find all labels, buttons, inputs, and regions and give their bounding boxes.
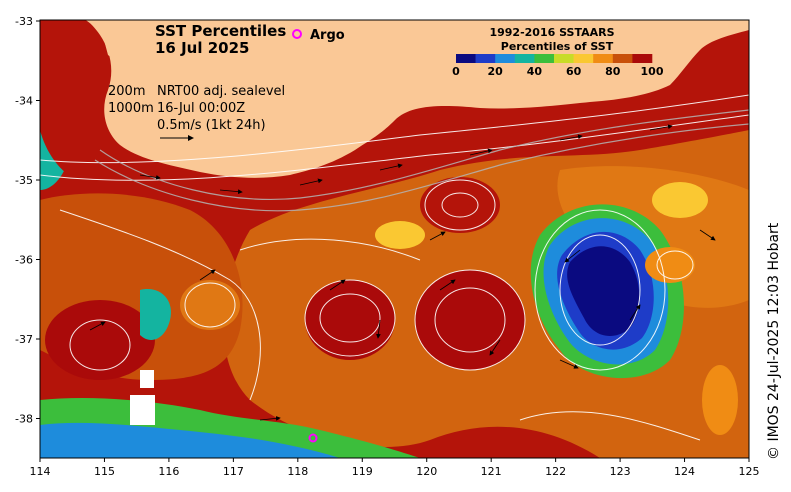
plot-frame xyxy=(39,19,750,459)
contour-depth-1000: 1000m xyxy=(108,101,154,116)
legend-title: 1992-2016 SSTAARS xyxy=(489,26,614,39)
legend-tick-label: 20 xyxy=(488,65,504,78)
colour-scale-ticks: 0 20 40 60 80 100 xyxy=(452,65,664,78)
y-tick-label: -38 xyxy=(15,413,33,426)
sealevel-source: NRT00 adj. sealevel xyxy=(157,84,285,99)
x-tick-label: 117 xyxy=(223,465,244,478)
x-tick-label: 114 xyxy=(30,465,51,478)
y-tick-label: -33 xyxy=(15,15,33,28)
argo-marker-icon xyxy=(292,29,302,39)
legend-tick-label: 40 xyxy=(527,65,543,78)
x-tick-label: 125 xyxy=(739,465,760,478)
legend-swatch xyxy=(514,54,535,63)
legend-swatch xyxy=(554,54,574,63)
x-tick-label: 119 xyxy=(352,465,373,478)
legend-swatch xyxy=(612,54,633,63)
x-tick-label: 115 xyxy=(94,465,115,478)
legend-tick-label: 0 xyxy=(452,65,460,78)
legend-tick-label: 80 xyxy=(605,65,621,78)
x-axis-ticks: 114 115 116 117 118 119 120 121 122 123 124 125 xyxy=(30,458,760,478)
legend-swatch xyxy=(632,54,653,63)
legend-swatch xyxy=(593,54,614,63)
x-tick-label: 120 xyxy=(416,465,437,478)
sst-field xyxy=(40,20,749,458)
legend-swatch xyxy=(573,54,594,63)
colour-scale-bar xyxy=(456,54,653,63)
y-tick-label: -36 xyxy=(15,254,33,267)
x-tick-label: 123 xyxy=(610,465,631,478)
map-title: SST Percentiles xyxy=(155,22,286,40)
y-axis-ticks: -33 -34 -35 -36 -37 -38 xyxy=(15,15,40,426)
y-tick-label: -37 xyxy=(15,333,33,346)
legend-swatch xyxy=(456,54,476,63)
map-date: 16 Jul 2025 xyxy=(155,39,249,57)
legend-swatch xyxy=(475,54,496,63)
sealevel-time: 16-Jul 00:00Z xyxy=(157,101,245,116)
legend-subtitle: Percentiles of SST xyxy=(501,40,614,53)
velocity-scale-label: 0.5m/s (1kt 24h) xyxy=(157,118,266,133)
argo-label: Argo xyxy=(310,28,345,43)
legend-tick-label: 60 xyxy=(566,65,582,78)
x-tick-label: 122 xyxy=(545,465,566,478)
legend-swatch xyxy=(495,54,516,63)
x-tick-label: 118 xyxy=(287,465,308,478)
legend-tick-label: 100 xyxy=(641,65,664,78)
contour-depth-200: 200m xyxy=(108,84,145,99)
credit-text: © IMOS 24-Jul-2025 12:03 Hobart xyxy=(766,222,782,460)
x-tick-label: 121 xyxy=(481,465,502,478)
y-tick-label: -34 xyxy=(15,95,33,108)
argo-float-icon xyxy=(308,433,318,443)
legend-swatch xyxy=(534,54,555,63)
y-tick-label: -35 xyxy=(15,174,33,187)
x-tick-label: 116 xyxy=(158,465,179,478)
x-tick-label: 124 xyxy=(674,465,695,478)
